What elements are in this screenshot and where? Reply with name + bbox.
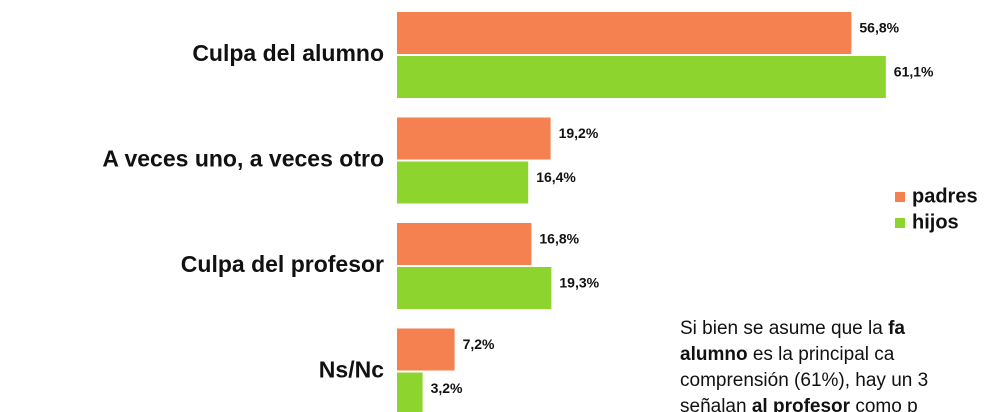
annotation-text: señalan [680,396,752,412]
annotation-line: alumno es la principal ca [680,344,895,365]
annotation-text: alumno [680,344,748,365]
category-label: A veces uno, a veces otro [102,146,384,172]
category-label: Culpa del profesor [181,251,384,277]
annotation-line: Si bien se asume que la fa [680,318,905,339]
annotation-line: señalan al profesor como p [680,396,918,412]
annotation-text: comprensión (61%), hay un 3 [680,370,928,391]
legend-label: padres [912,185,978,207]
annotation-text: Si bien se asume que la [680,318,888,339]
value-label: 3,2% [431,380,463,396]
bar [397,267,552,309]
legend-swatch [895,192,905,202]
value-label: 7,2% [463,336,495,352]
value-label: 56,8% [859,20,899,36]
value-label: 16,8% [539,231,579,247]
annotation-text: al profesor [752,396,851,412]
annotation-line: comprensión (61%), hay un 3 [680,370,928,391]
bar [397,223,532,265]
value-label: 16,4% [536,169,576,185]
bar [397,161,529,204]
bar [397,12,852,54]
value-label: 19,2% [559,125,599,141]
bar [397,372,423,412]
legend-label: hijos [912,211,959,233]
value-label: 61,1% [894,64,934,80]
value-label: 19,3% [559,275,599,291]
annotation-text: fa [888,318,905,339]
category-label: Ns/Nc [319,357,384,383]
legend-swatch [895,218,905,228]
annotation-text: como p [850,396,918,412]
annotation-text: es la principal ca [748,344,895,365]
category-label: Culpa del alumno [192,40,384,66]
bar [397,56,886,98]
bar [397,328,455,371]
bar [397,117,551,160]
